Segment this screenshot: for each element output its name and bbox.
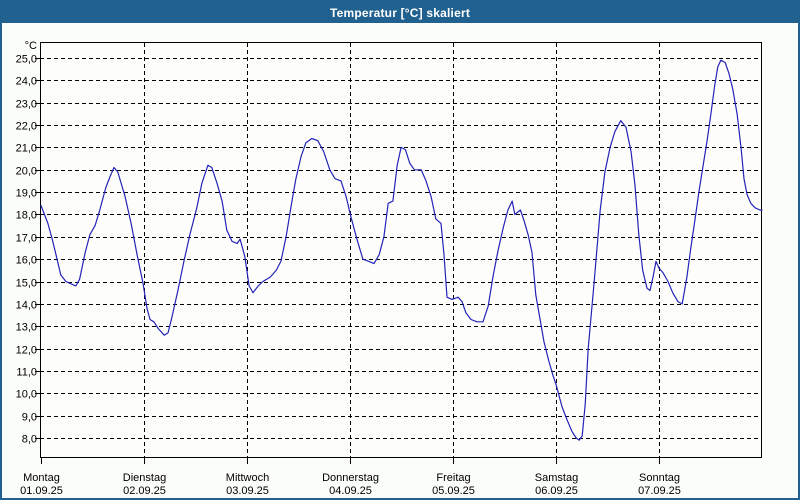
y-tick-label: 22,0 — [16, 121, 37, 133]
y-tick-label: 13,0 — [16, 322, 37, 334]
y-tick-label: 15,0 — [16, 278, 37, 290]
y-axis-unit-label: °C — [25, 40, 37, 52]
x-day-date-label: 03.09.25 — [226, 485, 269, 497]
y-tick-label: 12,0 — [16, 345, 37, 357]
y-tick-label: 25,0 — [16, 54, 37, 66]
x-day-date-label: 05.09.25 — [432, 485, 475, 497]
y-tick-label: 20,0 — [16, 166, 37, 178]
window-title-bar: Temperatur [°C] skaliert — [2, 2, 798, 23]
temperature-line — [40, 59, 763, 441]
x-day-weekday-label: Freitag — [436, 472, 470, 484]
y-tick-label: 17,0 — [16, 233, 37, 245]
y-tick-label: 18,0 — [16, 210, 37, 222]
plot-background — [40, 42, 762, 458]
y-tick-label: 23,0 — [16, 99, 37, 111]
temperature-chart: 25,0 24,0 23,0 22,0 21,0 20,0 19,0 18,0 17,0 16,0… — [16, 40, 763, 497]
window-title: Temperatur [°C] skaliert — [329, 5, 471, 20]
y-tick-label: 14,0 — [16, 300, 37, 312]
y-tick-label: 8,0 — [22, 434, 37, 446]
y-tick-label: 19,0 — [16, 188, 37, 200]
x-day-date-label: 06.09.25 — [535, 485, 578, 497]
y-tick-label: 9,0 — [22, 412, 37, 424]
x-day-weekday-label: Donnerstag — [322, 472, 379, 484]
x-day-weekday-label: Sonntag — [639, 472, 680, 484]
y-tick-label: 11,0 — [16, 367, 37, 379]
x-day-weekday-label: Samstag — [535, 472, 578, 484]
x-day-weekday-label: Montag — [23, 472, 60, 484]
chart-area: 25,0 24,0 23,0 22,0 21,0 20,0 19,0 18,0 17,0 16,0… — [2, 23, 798, 498]
x-day-date-label: 04.09.25 — [329, 485, 372, 497]
y-tick-label: 24,0 — [16, 76, 37, 88]
plot-border — [40, 42, 762, 458]
y-tick-label: 21,0 — [16, 143, 37, 155]
x-day-weekday-label: Mittwoch — [226, 472, 269, 484]
x-day-date-label: 02.09.25 — [123, 485, 166, 497]
x-day-weekday-label: Dienstag — [123, 472, 166, 484]
x-day-date-label: 07.09.25 — [638, 485, 681, 497]
x-day-date-label: 01.09.25 — [20, 485, 63, 497]
y-tick-label: 10,0 — [16, 389, 37, 401]
y-tick-label: 16,0 — [16, 255, 37, 267]
